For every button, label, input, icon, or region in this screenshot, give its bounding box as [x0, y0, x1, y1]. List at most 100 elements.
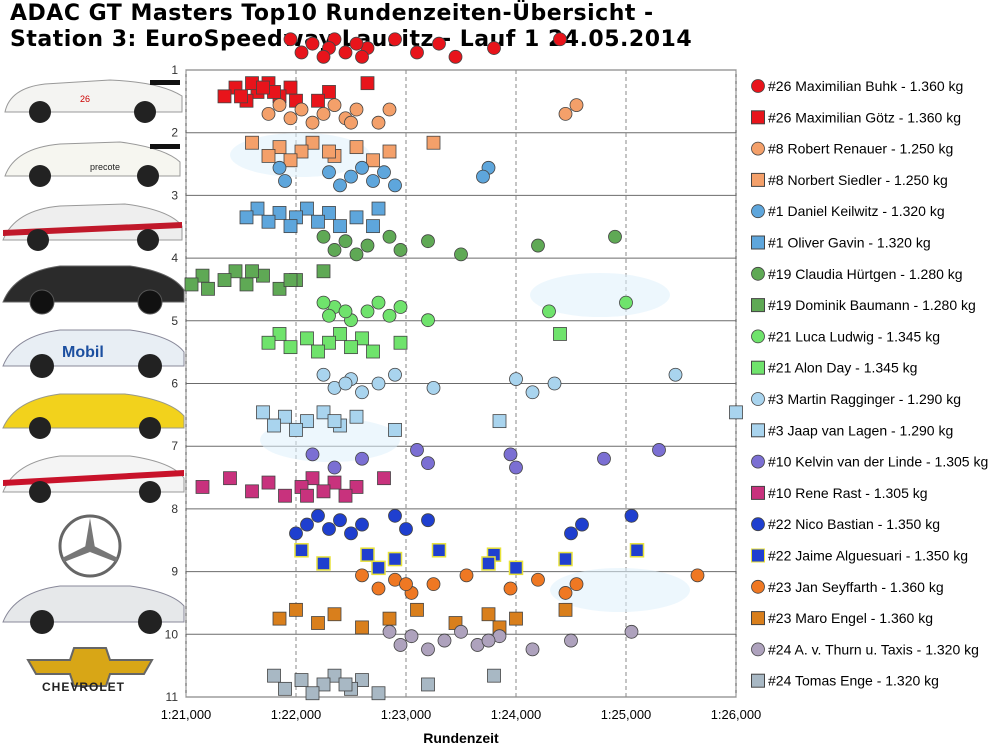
legend-marker — [751, 298, 765, 313]
data-point — [349, 409, 364, 424]
data-point — [333, 219, 347, 234]
data-point — [256, 405, 270, 420]
data-point — [300, 517, 314, 532]
data-point — [283, 153, 298, 168]
data-point — [608, 229, 622, 244]
data-point — [327, 98, 342, 113]
legend-label: #26 Maximilian Buhk - 1.360 kg — [768, 78, 963, 94]
legend-marker — [751, 579, 765, 594]
data-point — [421, 234, 435, 249]
data-point — [349, 247, 364, 262]
data-point — [492, 414, 507, 429]
data-point — [294, 673, 309, 687]
data-point — [525, 385, 540, 400]
legend-item: #22 Jaime Alguesuari - 1.350 kg — [751, 548, 968, 564]
data-point — [316, 106, 331, 121]
data-point — [393, 300, 408, 314]
y-tick-label: 9 — [171, 565, 178, 579]
data-point — [360, 76, 375, 91]
data-point — [553, 32, 567, 47]
data-point — [503, 447, 518, 462]
data-point — [360, 238, 375, 253]
data-point — [404, 629, 419, 644]
data-point — [289, 526, 303, 541]
series-10 — [316, 367, 683, 400]
data-point — [558, 602, 573, 617]
data-point — [426, 380, 441, 395]
data-point — [652, 443, 666, 457]
legend-marker — [751, 485, 765, 500]
data-point — [316, 677, 331, 692]
chart-title-line2: Station 3: EuroSpeedway Lausitz - Lauf 1… — [10, 27, 693, 52]
data-point — [272, 611, 287, 626]
data-point — [300, 414, 314, 429]
x-axis-label: Rundenzeit — [423, 730, 499, 746]
data-point — [509, 372, 523, 387]
data-point — [569, 98, 584, 113]
legend-item: #23 Jan Seyffarth - 1.360 kg — [751, 579, 944, 595]
x-axis-ticks: 1:21,000 1:22,000 1:23,000 1:24,000 1:25,000… — [161, 707, 762, 722]
data-point — [311, 93, 325, 108]
data-point — [228, 264, 243, 279]
data-point — [426, 135, 441, 150]
legend-item: #8 Robert Renauer - 1.250 kg — [751, 141, 953, 157]
data-point — [729, 405, 743, 420]
data-point — [481, 607, 496, 622]
data-point — [371, 581, 386, 596]
data-point — [431, 543, 447, 558]
data-point — [437, 633, 452, 648]
legend-marker — [751, 454, 765, 469]
data-point — [371, 560, 386, 576]
data-point — [487, 668, 501, 683]
data-point — [399, 522, 413, 536]
legend-marker — [751, 329, 765, 344]
data-point — [377, 471, 391, 486]
legend-item: #23 Maro Engel - 1.360 kg — [751, 610, 933, 626]
svg-text:Mobil: Mobil — [62, 344, 104, 361]
x-tick-label: 1:25,000 — [601, 707, 652, 722]
data-point — [487, 41, 501, 55]
legend-marker — [751, 642, 765, 657]
data-point — [371, 295, 386, 310]
data-point — [382, 229, 397, 244]
data-point — [355, 673, 369, 687]
series-19 — [267, 668, 501, 701]
data-point — [360, 304, 375, 319]
series-18 — [382, 624, 639, 657]
data-point — [195, 480, 210, 494]
legend-label: #10 Kelvin van der Linde - 1.305 kg — [768, 454, 988, 470]
series-15 — [294, 543, 645, 576]
legend-item: #24 A. v. Thurn u. Taxis - 1.320 kg — [751, 641, 979, 657]
car-image-mercedes-23 — [2, 585, 185, 634]
data-point — [289, 602, 303, 617]
data-point — [371, 115, 386, 130]
data-point — [355, 160, 369, 175]
y-tick-label: 11 — [166, 690, 179, 704]
legend-marker — [751, 360, 765, 375]
data-point — [349, 210, 364, 225]
data-point — [322, 206, 336, 220]
data-point — [305, 447, 320, 462]
legend-label: #22 Jaime Alguesuari - 1.350 kg — [768, 548, 968, 564]
data-point — [410, 602, 424, 617]
series-7 — [184, 264, 331, 296]
data-point — [300, 331, 314, 346]
series-11 — [256, 405, 743, 437]
data-point — [382, 144, 397, 159]
series-6 — [316, 229, 622, 262]
data-point — [575, 517, 589, 532]
mercedes-logo — [58, 514, 122, 578]
svg-text:26: 26 — [80, 94, 90, 104]
data-point — [338, 376, 353, 391]
y-tick-label: 6 — [171, 377, 178, 391]
data-point — [382, 624, 397, 639]
legend-marker — [751, 235, 765, 250]
data-point — [525, 642, 540, 657]
legend-label: #23 Maro Engel - 1.360 kg — [768, 610, 933, 626]
data-point — [305, 686, 320, 701]
legend-label: #3 Martin Ragginger - 1.290 kg — [768, 391, 961, 407]
series-14 — [289, 508, 639, 541]
data-point — [278, 488, 292, 503]
data-point — [564, 633, 578, 648]
data-point — [481, 633, 496, 648]
